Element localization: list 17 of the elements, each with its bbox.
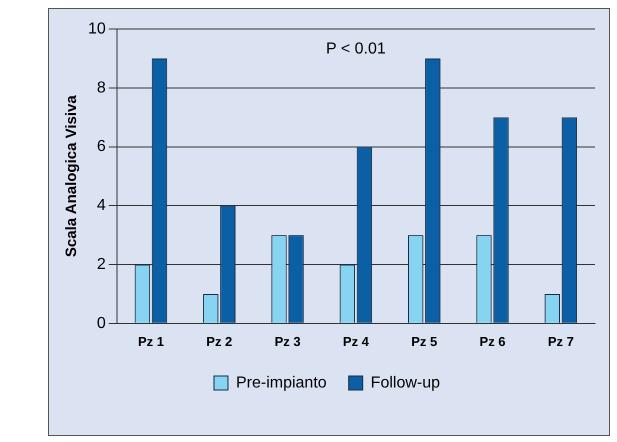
legend-label: Pre-impianto bbox=[236, 374, 327, 392]
x-tick-label: Pz 1 bbox=[138, 334, 164, 349]
y-axis-title: Scala Analogica Visiva bbox=[63, 94, 80, 258]
y-tick-label: 8 bbox=[96, 79, 106, 96]
y-tick-label: 0 bbox=[96, 314, 106, 332]
x-tick-label: Pz 4 bbox=[342, 334, 370, 349]
x-tick-label: Pz 7 bbox=[548, 334, 574, 349]
y-tick-label: 10 bbox=[88, 20, 106, 38]
annotation: P < 0.01 bbox=[326, 40, 386, 58]
x-tick-label: Pz 3 bbox=[274, 334, 301, 349]
legend-label: Follow-up bbox=[370, 374, 440, 392]
y-tick-label: 2 bbox=[96, 256, 106, 273]
y-tick-label: 6 bbox=[96, 138, 106, 156]
y-tick-label: 4 bbox=[96, 197, 106, 214]
x-tick-label: Pz 5 bbox=[411, 334, 438, 349]
x-tick-label: Pz 2 bbox=[206, 334, 232, 349]
x-tick-label: Pz 6 bbox=[480, 334, 506, 349]
